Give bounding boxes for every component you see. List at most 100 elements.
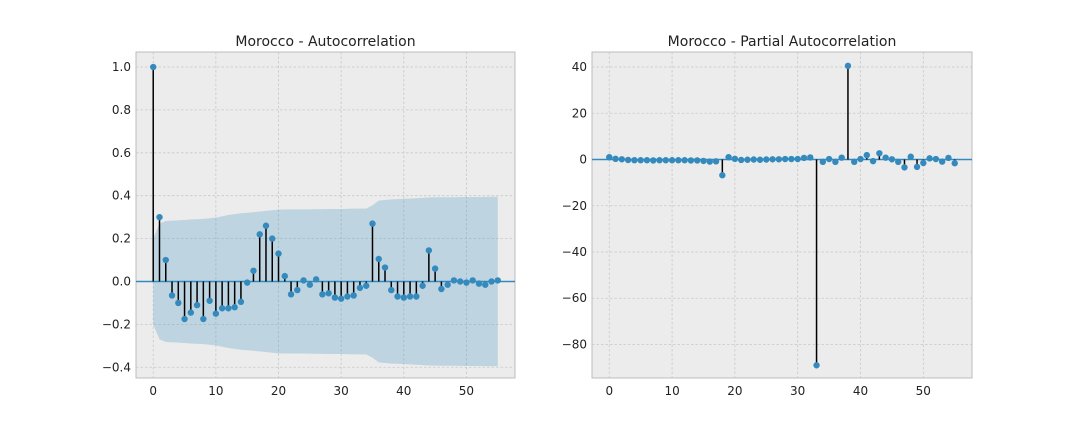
acf-marker <box>193 301 201 309</box>
acf-marker <box>388 286 395 294</box>
pacf-marker <box>731 155 739 163</box>
acf-marker <box>256 231 263 238</box>
acf-marker <box>363 282 370 289</box>
acf-marker <box>319 291 326 298</box>
pacf-marker <box>907 153 914 160</box>
pacf-marker <box>775 156 783 163</box>
pacf-marker <box>882 154 889 161</box>
acf-marker <box>312 276 320 283</box>
acf-marker <box>419 282 426 289</box>
acf-marker <box>325 290 332 297</box>
acf-marker <box>275 250 282 257</box>
pacf-y-tick-label: −40 <box>562 245 587 259</box>
acf-marker <box>168 292 176 299</box>
acf-marker <box>250 267 257 274</box>
acf-plot: Morocco - Autocorrelation 0 10 20 30 40 50 −0.… <box>102 34 516 398</box>
pacf-marker <box>769 156 776 163</box>
acf-marker <box>181 315 188 323</box>
pacf-x-tick-label: 30 <box>790 384 805 398</box>
pacf-marker <box>763 156 770 163</box>
pacf-marker <box>800 154 808 162</box>
acf-marker <box>262 222 270 229</box>
pacf-marker <box>869 157 877 165</box>
pacf-marker <box>675 157 682 164</box>
acf-y-tick-label: 0.4 <box>112 189 131 203</box>
pacf-y-tick-label: −60 <box>562 291 587 305</box>
acf-marker <box>438 285 445 293</box>
pacf-marker <box>719 172 726 179</box>
pacf-marker <box>945 154 952 162</box>
acf-title: Morocco - Autocorrelation <box>235 34 415 50</box>
acf-x-tick-label: 50 <box>459 384 474 398</box>
acf-axes-background <box>135 51 516 379</box>
pacf-x-tick-label: 20 <box>727 384 742 398</box>
pacf-y-tick-label: 0 <box>579 153 587 167</box>
pacf-marker <box>844 62 852 70</box>
acf-marker <box>469 277 476 284</box>
pacf-marker <box>888 156 896 163</box>
pacf-x-tick-label: 0 <box>605 384 613 398</box>
acf-marker <box>375 255 382 263</box>
pacf-title: Morocco - Partial Autocorrelation <box>668 34 897 50</box>
acf-marker <box>356 284 364 292</box>
pacf-marker <box>857 155 864 163</box>
pacf-marker <box>825 155 833 163</box>
pacf-marker <box>631 157 638 164</box>
pacf-marker <box>612 155 619 163</box>
pacf-marker <box>725 153 732 161</box>
pacf-y-tick-label: −80 <box>562 337 587 351</box>
acf-x-tick-label: 40 <box>396 384 411 398</box>
acf-x-tick-label: 30 <box>334 384 349 398</box>
acf-marker <box>482 281 489 288</box>
pacf-marker <box>756 156 764 163</box>
pacf-x-tick-label: 40 <box>853 384 868 398</box>
pacf-x-tick-label: 50 <box>916 384 931 398</box>
pacf-marker <box>807 154 814 161</box>
acf-marker <box>450 277 458 284</box>
pacf-plot: Morocco - Partial Autocorrelation 0 10 20 3… <box>562 34 973 398</box>
acf-marker <box>156 213 163 221</box>
pacf-marker <box>819 158 827 166</box>
pacf-y-tick-label: 20 <box>572 106 587 120</box>
pacf-marker <box>706 158 713 165</box>
acf-y-tick-label: 0.0 <box>112 274 131 288</box>
acf-marker <box>225 305 232 312</box>
acf-y-tick-label: 1.0 <box>112 60 131 74</box>
acf-x-tick-label: 20 <box>271 384 286 398</box>
pacf-marker <box>851 158 858 166</box>
acf-marker <box>206 297 213 304</box>
acf-y-tick-label: −0.2 <box>102 317 131 331</box>
acf-marker <box>187 309 195 316</box>
pacf-marker <box>737 156 745 164</box>
pacf-marker <box>712 158 720 165</box>
acf-marker <box>381 264 389 271</box>
pacf-marker <box>932 155 940 163</box>
pacf-y-tick-label: 40 <box>572 60 587 74</box>
acf-marker <box>444 281 451 288</box>
pacf-marker <box>832 158 839 166</box>
pacf-marker <box>788 155 795 163</box>
acf-marker <box>488 278 495 285</box>
acf-marker <box>344 293 351 300</box>
acf-marker <box>425 247 433 254</box>
pacf-marker <box>938 158 946 165</box>
acf-marker <box>394 293 401 300</box>
acf-marker <box>413 293 420 300</box>
acf-marker <box>212 310 220 317</box>
pacf-marker <box>744 156 751 163</box>
pacf-marker <box>750 156 757 163</box>
acf-marker <box>431 265 439 272</box>
acf-marker <box>231 304 238 311</box>
pacf-marker <box>624 156 632 164</box>
acf-marker <box>175 299 182 307</box>
acf-marker <box>400 294 408 301</box>
acf-marker <box>237 298 245 306</box>
acf-marker <box>218 305 226 312</box>
pacf-marker <box>694 157 701 164</box>
acf-marker <box>463 279 470 286</box>
pacf-marker <box>813 362 820 369</box>
pacf-marker <box>668 157 676 164</box>
acf-marker <box>300 277 307 284</box>
pacf-axes-background <box>591 51 973 379</box>
acf-marker <box>337 295 345 302</box>
